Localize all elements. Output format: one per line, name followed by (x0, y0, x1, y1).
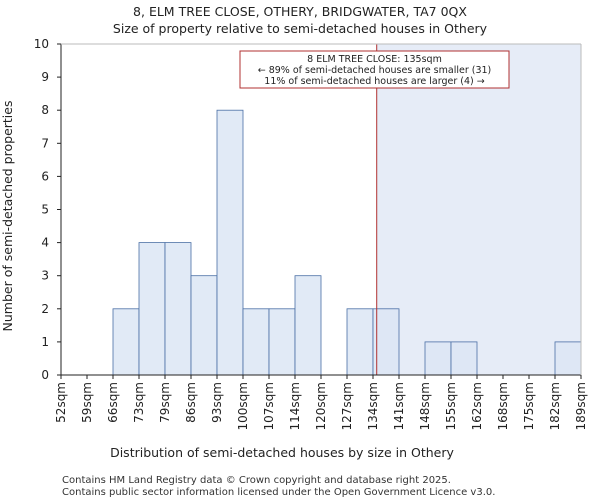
bar-148sqm (424, 341, 452, 376)
x-tick-label-134sqm: 134sqm (366, 382, 380, 430)
y-axis-label: Number of semi-detached properties (0, 101, 15, 332)
y-tick-label-8: 8 (41, 103, 49, 117)
x-tick-label-162sqm: 162sqm (470, 382, 484, 430)
chart-title: 8, ELM TREE CLOSE, OTHERY, BRIDGWATER, T… (133, 4, 467, 19)
bar-134sqm (372, 308, 400, 376)
bar-107sqm (268, 308, 296, 376)
x-tick-label-93sqm: 93sqm (210, 382, 224, 423)
bar-114sqm (294, 275, 322, 376)
x-ticks-group: 52sqm 59sqm 66sqm 73sqm 79sqm 86sqm 93sqm 100sq… (54, 375, 588, 430)
bar-66sqm (112, 308, 140, 376)
y-tick-label-7: 7 (41, 136, 49, 150)
x-tick-label-107sqm: 107sqm (262, 382, 276, 430)
annotation-frame (239, 50, 510, 89)
annotation-line-3: 11% of semi-detached houses are larger (… (264, 76, 484, 87)
larger-region-highlight (376, 44, 581, 375)
y-tick-label-5: 5 (41, 203, 49, 217)
annotation-box: 8 ELM TREE CLOSE: 135sqm ← 89% of semi-d… (239, 50, 510, 89)
y-tick-label-0: 0 (41, 368, 49, 382)
bar-86sqm (190, 275, 218, 376)
x-tick-label-120sqm: 120sqm (314, 382, 328, 430)
x-tick-label-79sqm: 79sqm (158, 382, 172, 423)
footer-line-2: Contains public sector information licen… (62, 487, 495, 498)
y-tick-label-1: 1 (41, 335, 49, 349)
chart-subtitle: Size of property relative to semi-detach… (113, 21, 488, 36)
bars-group (112, 109, 582, 376)
y-tick-label-3: 3 (41, 269, 49, 283)
y-tick-label-6: 6 (41, 169, 49, 183)
y-tick-label-2: 2 (41, 302, 49, 316)
x-tick-label-73sqm: 73sqm (132, 382, 146, 423)
x-tick-label-59sqm: 59sqm (80, 382, 94, 423)
bar-93sqm (216, 109, 244, 376)
y-ticks-group: 0 1 2 3 4 5 6 7 8 9 10 (34, 37, 61, 382)
bar-155sqm (450, 341, 478, 376)
y-tick-label-10: 10 (34, 37, 49, 51)
footer-line-1: Contains HM Land Registry data © Crown c… (62, 475, 451, 486)
x-axis-label: Distribution of semi-detached houses by … (110, 445, 454, 460)
x-tick-label-148sqm: 148sqm (418, 382, 432, 430)
x-tick-label-182sqm: 182sqm (548, 382, 562, 430)
annotation-line-2: ← 89% of semi-detached houses are smalle… (258, 65, 492, 76)
bar-73sqm (138, 242, 166, 376)
bar-79sqm (164, 242, 192, 376)
bar-100sqm (242, 308, 270, 376)
x-tick-label-52sqm: 52sqm (54, 382, 68, 423)
x-tick-label-168sqm: 168sqm (496, 382, 510, 430)
y-tick-label-4: 4 (41, 236, 49, 250)
x-tick-label-66sqm: 66sqm (106, 382, 120, 423)
x-tick-label-155sqm: 155sqm (444, 382, 458, 430)
y-tick-label-9: 9 (41, 70, 49, 84)
x-tick-label-86sqm: 86sqm (184, 382, 198, 423)
bar-182sqm (554, 341, 582, 376)
x-tick-label-114sqm: 114sqm (288, 382, 302, 430)
x-tick-label-100sqm: 100sqm (236, 382, 250, 430)
x-tick-label-175sqm: 175sqm (522, 382, 536, 430)
x-tick-label-189sqm: 189sqm (574, 382, 588, 430)
x-tick-label-127sqm: 127sqm (340, 382, 354, 430)
bar-127sqm (346, 308, 374, 376)
x-tick-label-141sqm: 141sqm (392, 382, 406, 430)
annotation-line-1: 8 ELM TREE CLOSE: 135sqm (307, 54, 442, 65)
